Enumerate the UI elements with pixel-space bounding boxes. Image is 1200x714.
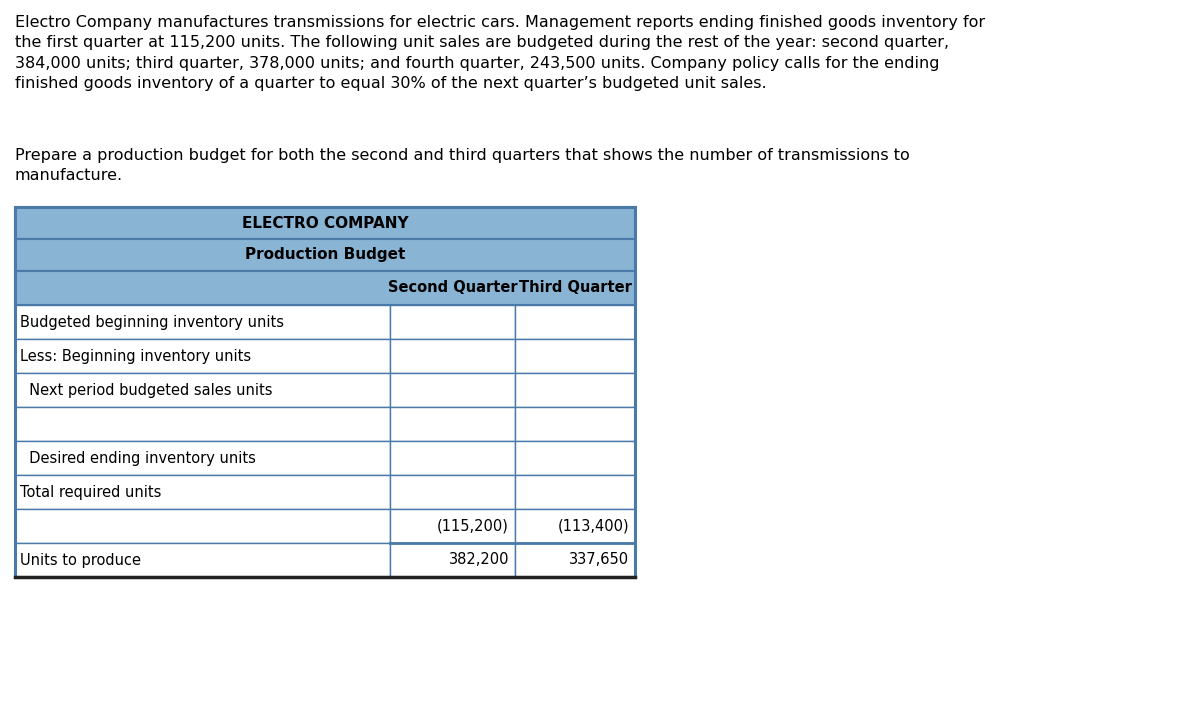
Bar xyxy=(515,373,635,407)
Bar xyxy=(390,543,515,577)
Text: (113,400): (113,400) xyxy=(557,518,629,533)
Text: Budgeted beginning inventory units: Budgeted beginning inventory units xyxy=(20,314,284,329)
Text: Prepare a production budget for both the second and third quarters that shows th: Prepare a production budget for both the… xyxy=(14,148,910,183)
Text: 382,200: 382,200 xyxy=(449,553,509,568)
Bar xyxy=(14,543,390,577)
Bar xyxy=(14,271,635,305)
Text: Third Quarter: Third Quarter xyxy=(518,281,631,296)
Text: 337,650: 337,650 xyxy=(569,553,629,568)
Text: Electro Company manufactures transmissions for electric cars. Management reports: Electro Company manufactures transmissio… xyxy=(14,15,985,91)
Bar xyxy=(14,339,390,373)
Bar xyxy=(390,475,515,509)
Bar xyxy=(390,441,515,475)
Text: Next period budgeted sales units: Next period budgeted sales units xyxy=(20,383,272,398)
Bar xyxy=(390,407,515,441)
Bar xyxy=(390,509,515,543)
Text: Second Quarter: Second Quarter xyxy=(388,281,517,296)
Text: (115,200): (115,200) xyxy=(437,518,509,533)
Bar xyxy=(14,207,635,239)
Text: Desired ending inventory units: Desired ending inventory units xyxy=(20,451,256,466)
Bar xyxy=(14,373,390,407)
Text: Less: Beginning inventory units: Less: Beginning inventory units xyxy=(20,348,251,363)
Bar xyxy=(390,339,515,373)
Text: Production Budget: Production Budget xyxy=(245,248,406,263)
Bar xyxy=(515,305,635,339)
Bar xyxy=(515,441,635,475)
Bar xyxy=(14,475,390,509)
Bar xyxy=(390,373,515,407)
Bar xyxy=(515,339,635,373)
Bar xyxy=(515,509,635,543)
Bar xyxy=(515,475,635,509)
Bar xyxy=(390,305,515,339)
Bar xyxy=(14,407,390,441)
Text: Total required units: Total required units xyxy=(20,485,161,500)
Bar xyxy=(14,305,390,339)
Bar xyxy=(14,509,390,543)
Bar xyxy=(14,239,635,271)
Text: ELECTRO COMPANY: ELECTRO COMPANY xyxy=(241,216,408,231)
Bar xyxy=(14,441,390,475)
Text: Units to produce: Units to produce xyxy=(20,553,142,568)
Bar xyxy=(515,407,635,441)
Bar xyxy=(515,543,635,577)
Bar xyxy=(14,207,635,577)
